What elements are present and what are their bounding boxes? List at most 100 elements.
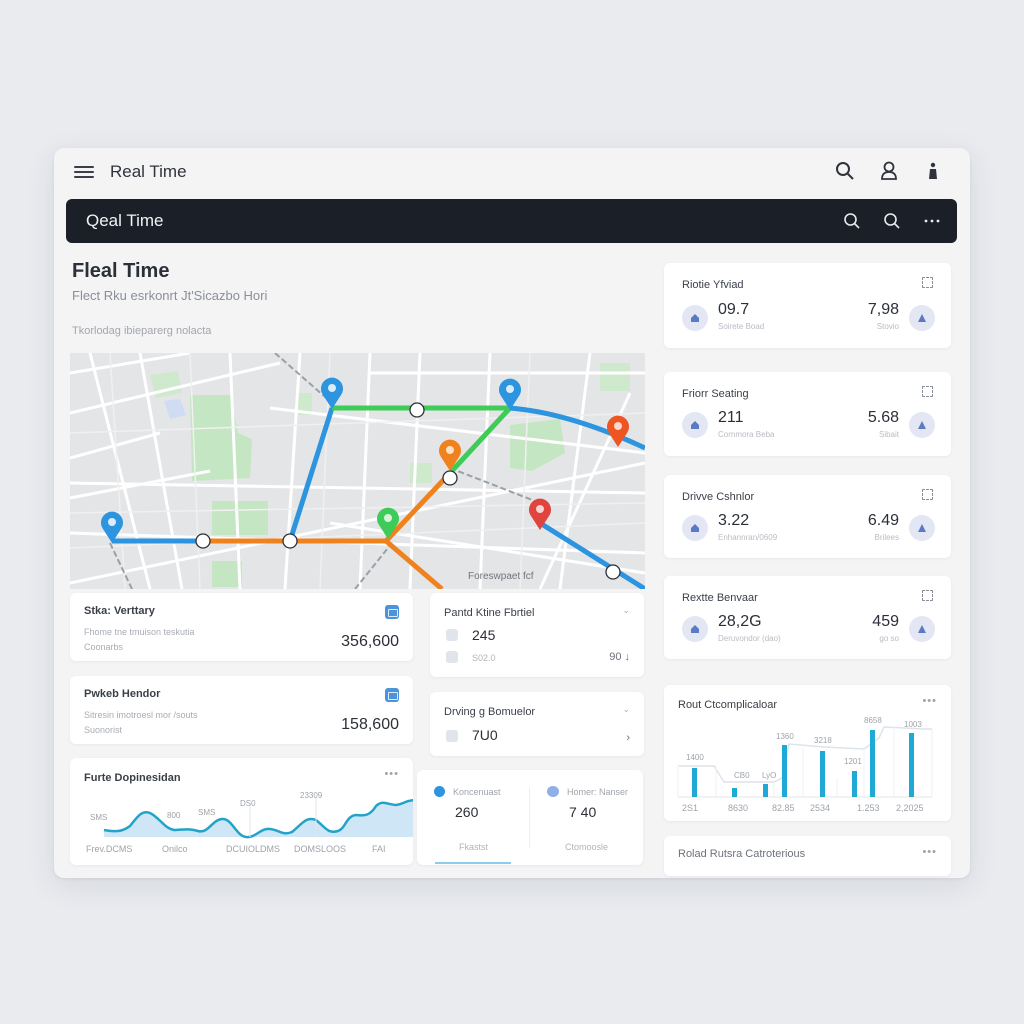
- search-icon[interactable]: [834, 160, 856, 182]
- map-label: Foreswpaet fcf: [468, 571, 534, 582]
- expand-icon[interactable]: [922, 386, 933, 397]
- stat-card[interactable]: Riotie Yfviad 09.7 Soirete Boad 7,98 Sto…: [664, 263, 951, 348]
- card-value: 245: [472, 627, 496, 643]
- right-value: 6.49: [867, 512, 899, 529]
- metric-card[interactable]: Pwkeb Hendor Sitresin imotroesl mor /sou…: [70, 676, 413, 744]
- card-value: 158,600: [341, 716, 399, 733]
- more-icon[interactable]: [921, 210, 943, 232]
- card-description: Fhome tne tmuison teskutia: [84, 627, 195, 637]
- cloud-icon: [547, 786, 559, 797]
- navigation-icon: [909, 412, 935, 438]
- bus-icon[interactable]: [385, 688, 399, 702]
- pin-blue-west[interactable]: [101, 513, 123, 543]
- home-icon: [682, 616, 708, 642]
- pin-blue-northeast[interactable]: [499, 380, 521, 410]
- split-stat-card: Koncenuast 260 Fkastst Homer: Nanser 7 4…: [417, 770, 643, 865]
- card-title: Riotie Yfviad: [682, 279, 744, 291]
- pin-blue-north[interactable]: [321, 379, 343, 409]
- card-title: Rolad Rutsra Catroterious: [678, 848, 806, 860]
- expand-icon[interactable]: [922, 590, 933, 601]
- left-caption: Deruvondor (dao): [718, 634, 781, 643]
- bar-chart-card: Rout Ctcomplicaloar ••• 1400 CB0 LyO: [664, 685, 951, 821]
- chevron-down-icon[interactable]: ⌄: [622, 704, 630, 714]
- card-value: 7U0: [472, 727, 498, 743]
- user-icon[interactable]: [878, 160, 900, 182]
- card-title: Pwkeb Hendor: [84, 688, 161, 700]
- toolbar-title: Qeal Time: [86, 211, 164, 230]
- metric-card[interactable]: Stka: Verttary Fhome tne tmuison teskuti…: [70, 593, 413, 661]
- card-caption: Coonarbs: [84, 642, 124, 652]
- card-title: Drivve Cshnlor: [682, 491, 755, 503]
- card-caption: S02.0: [472, 653, 496, 663]
- expand-icon[interactable]: [922, 489, 933, 500]
- left-value: 09.7: [718, 301, 750, 318]
- navigation-icon: [909, 305, 935, 331]
- card-title: Rextte Benvaar: [682, 592, 758, 604]
- stat-label: Homer: Nanser: [567, 787, 629, 797]
- right-value: 7,98: [867, 301, 899, 318]
- active-tab-indicator: [435, 862, 511, 864]
- pin-orange-red-east[interactable]: [607, 417, 629, 447]
- left-caption: Enhannran/0609: [718, 533, 778, 542]
- stat-card[interactable]: Friorr Seating 211 Cornmora Beba 5.68 Si…: [664, 372, 951, 456]
- more-icon[interactable]: •••: [922, 846, 937, 858]
- chart-title: Furte Dopinesidan: [84, 772, 181, 784]
- left-value: 3.22: [718, 512, 750, 529]
- more-icon[interactable]: •••: [384, 768, 399, 780]
- app-title: Real Time: [110, 162, 187, 181]
- card-caption: Suonorist: [84, 725, 123, 735]
- left-caption: Soirete Boad: [718, 322, 765, 331]
- left-value: 28,2G: [718, 613, 762, 630]
- stat-value: 260: [455, 804, 479, 820]
- left-value: 211: [718, 409, 744, 426]
- menu-icon[interactable]: [74, 163, 94, 181]
- page-title: Fleal Time: [72, 260, 170, 282]
- card-title: Stka: Verttary: [84, 605, 155, 617]
- checkbox[interactable]: [446, 629, 458, 641]
- right-caption: Sibait: [878, 430, 899, 439]
- right-value: 5.68: [867, 409, 899, 426]
- app-window: Real Time Qeal Time: [54, 148, 970, 878]
- dark-toolbar: Qeal Time: [66, 199, 957, 243]
- search-icon[interactable]: [841, 210, 863, 232]
- stat-card[interactable]: Rextte Benvaar 28,2G Deruvondor (dao) 45…: [664, 576, 951, 659]
- dropdown-card[interactable]: Drving g Bomuelor ⌄ 7U0 ›: [430, 692, 644, 756]
- card-title: Drving g Bomuelor: [444, 706, 536, 718]
- pin-green-south[interactable]: [377, 509, 399, 539]
- area-chart-card: Furte Dopinesidan ••• SMS 800 SMS DS0 23…: [70, 758, 413, 865]
- page-subtitle: Flect Rku esrkonrt Jt'Sicazbo Hori: [72, 288, 268, 303]
- checkbox[interactable]: [446, 730, 458, 742]
- right-value: 459: [872, 613, 899, 630]
- chevron-down-icon[interactable]: ⌄: [622, 605, 630, 615]
- person-icon[interactable]: [922, 160, 944, 182]
- stat-card[interactable]: Drivve Cshnlor 3.22 Enhannran/0609 6.49 …: [664, 475, 951, 558]
- app-bar: Real Time: [54, 148, 970, 196]
- checkbox[interactable]: [446, 651, 458, 663]
- stat-value: 7 40: [569, 804, 597, 820]
- navigation-icon: [909, 616, 935, 642]
- chevron-right-icon[interactable]: ›: [626, 732, 630, 744]
- right-caption: go so: [879, 634, 899, 643]
- stat-footer: Ctomoosle: [565, 842, 609, 852]
- card-description: Sitresin imotroesl mor /souts: [84, 710, 198, 720]
- home-icon: [682, 305, 708, 331]
- chart-title: Rout Ctcomplicaloar: [678, 699, 778, 711]
- pin-orange-center[interactable]: [439, 441, 461, 471]
- card-title: Pantd Ktine Fbrtiel: [444, 607, 535, 619]
- area-chart: [103, 798, 413, 839]
- route-map[interactable]: Foreswpaet fcf: [70, 353, 645, 589]
- page-note: Tkorlodag ibieparerg nolacta: [72, 325, 212, 337]
- bus-icon[interactable]: [385, 605, 399, 619]
- expand-icon[interactable]: [922, 277, 933, 288]
- bar-chart: [677, 726, 933, 798]
- card-title: Friorr Seating: [682, 388, 749, 400]
- stat-footer: Fkastst: [459, 842, 489, 852]
- dropdown-card[interactable]: Pantd Ktine Fbrtiel ⌄ 245 S02.0 90 ↓: [430, 593, 644, 677]
- more-icon[interactable]: •••: [922, 695, 937, 707]
- pin-red-east[interactable]: [529, 500, 551, 530]
- location-icon: [434, 786, 445, 797]
- collapsed-card[interactable]: Rolad Rutsra Catroterious •••: [664, 836, 951, 876]
- card-trend: 90 ↓: [609, 651, 630, 663]
- left-caption: Cornmora Beba: [718, 430, 775, 439]
- search-icon[interactable]: [881, 210, 903, 232]
